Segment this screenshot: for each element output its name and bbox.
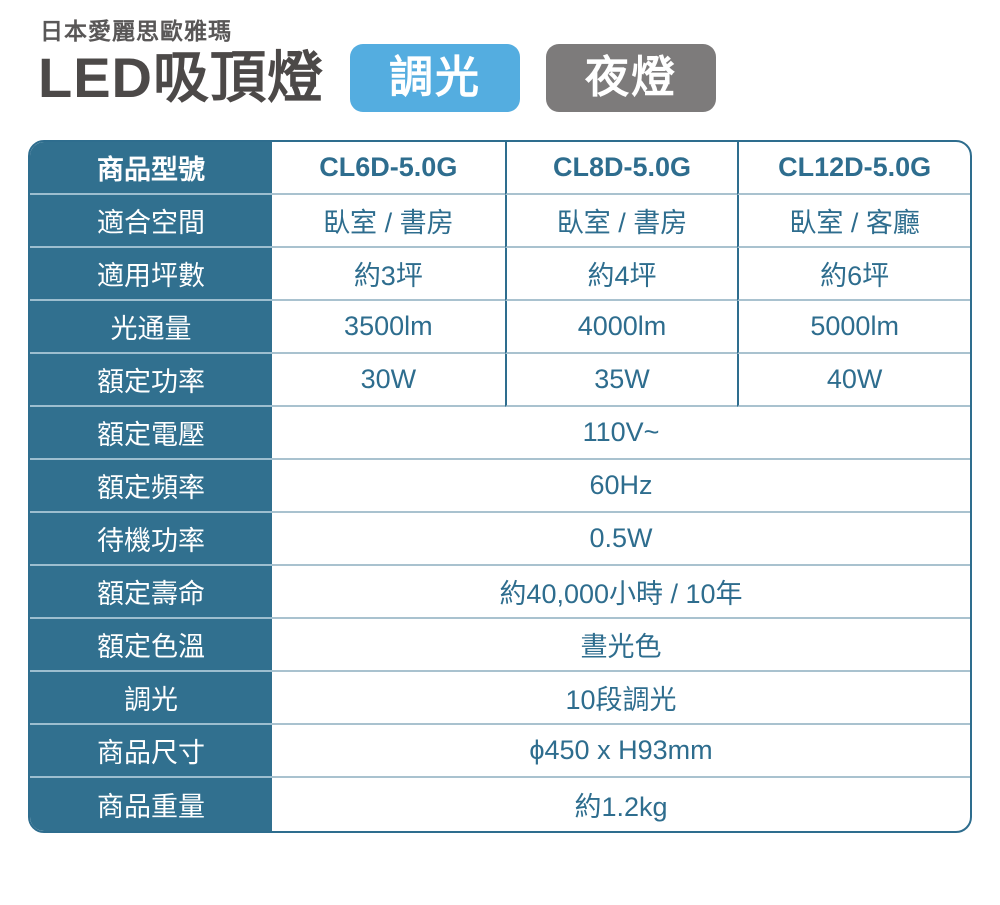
spec-value-cell: 晝光色 xyxy=(272,619,970,672)
spec-row-label: 額定功率 xyxy=(30,354,272,407)
spec-value-cell: 0.5W xyxy=(272,513,970,566)
spec-value-cell: 30W xyxy=(272,354,505,407)
brand-text: 日本愛麗思歐雅瑪 xyxy=(40,18,232,44)
spec-row-label: 額定電壓 xyxy=(30,407,272,460)
badge-nightlight: 夜燈 xyxy=(546,44,716,112)
spec-table: 商品型號 CL6D-5.0G CL8D-5.0G CL12D-5.0G 適合空間… xyxy=(28,140,972,833)
spec-value-cell: 約40,000小時 / 10年 xyxy=(272,566,970,619)
spec-value-cell: ϕ450 x H93mm xyxy=(272,725,970,778)
spec-value-cell: 10段調光 xyxy=(272,672,970,725)
spec-value-cell: 110V~ xyxy=(272,407,970,460)
spec-value-cell: 約3坪 xyxy=(272,248,505,301)
spec-row-label: 光通量 xyxy=(30,301,272,354)
spec-row-label: 調光 xyxy=(30,672,272,725)
spec-row-label: 額定頻率 xyxy=(30,460,272,513)
spec-value-cell: 4000lm xyxy=(504,301,738,354)
spec-value-cell: CL6D-5.0G xyxy=(272,142,505,195)
spec-value-cell: 約4坪 xyxy=(504,248,738,301)
spec-value-cell: 40W xyxy=(737,354,970,407)
spec-row-label: 商品尺寸 xyxy=(30,725,272,778)
spec-row-label: 額定色溫 xyxy=(30,619,272,672)
spec-value-cell: 3500lm xyxy=(272,301,505,354)
page-title: LED吸頂燈 xyxy=(38,46,324,109)
spec-row-label: 適用坪數 xyxy=(30,248,272,301)
spec-value-cell: 5000lm xyxy=(737,301,970,354)
spec-value-cell: CL12D-5.0G xyxy=(737,142,970,195)
spec-row-label: 商品型號 xyxy=(30,142,272,195)
spec-row-label: 待機功率 xyxy=(30,513,272,566)
spec-row-label: 商品重量 xyxy=(30,778,272,831)
spec-value-cell: 臥室 / 書房 xyxy=(504,195,738,248)
spec-value-cell: 60Hz xyxy=(272,460,970,513)
spec-value-cell: 約1.2kg xyxy=(574,792,668,822)
spec-value-cell: 約6坪 xyxy=(737,248,970,301)
spec-value-cell: 35W xyxy=(504,354,738,407)
title-row: LED吸頂燈 調光 夜燈 xyxy=(38,42,716,114)
spec-row-label: 額定壽命 xyxy=(30,566,272,619)
spec-row-label: 適合空間 xyxy=(30,195,272,248)
badge-dimming: 調光 xyxy=(350,44,520,112)
spec-value-cell: 臥室 / 書房 xyxy=(272,195,505,248)
spec-value-cell: 臥室 / 客廳 xyxy=(737,195,970,248)
spec-value-cell: CL8D-5.0G xyxy=(504,142,738,195)
